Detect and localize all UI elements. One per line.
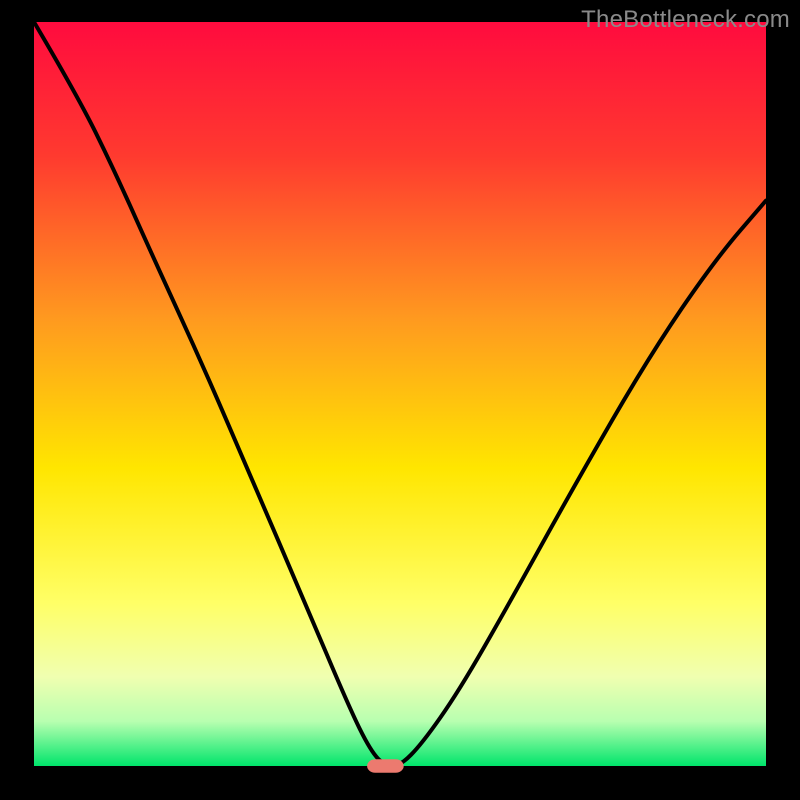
plot-background xyxy=(34,22,766,766)
chart-stage: TheBottleneck.com xyxy=(0,0,800,800)
bottleneck-chart xyxy=(0,0,800,800)
optimal-point-marker xyxy=(367,759,404,772)
